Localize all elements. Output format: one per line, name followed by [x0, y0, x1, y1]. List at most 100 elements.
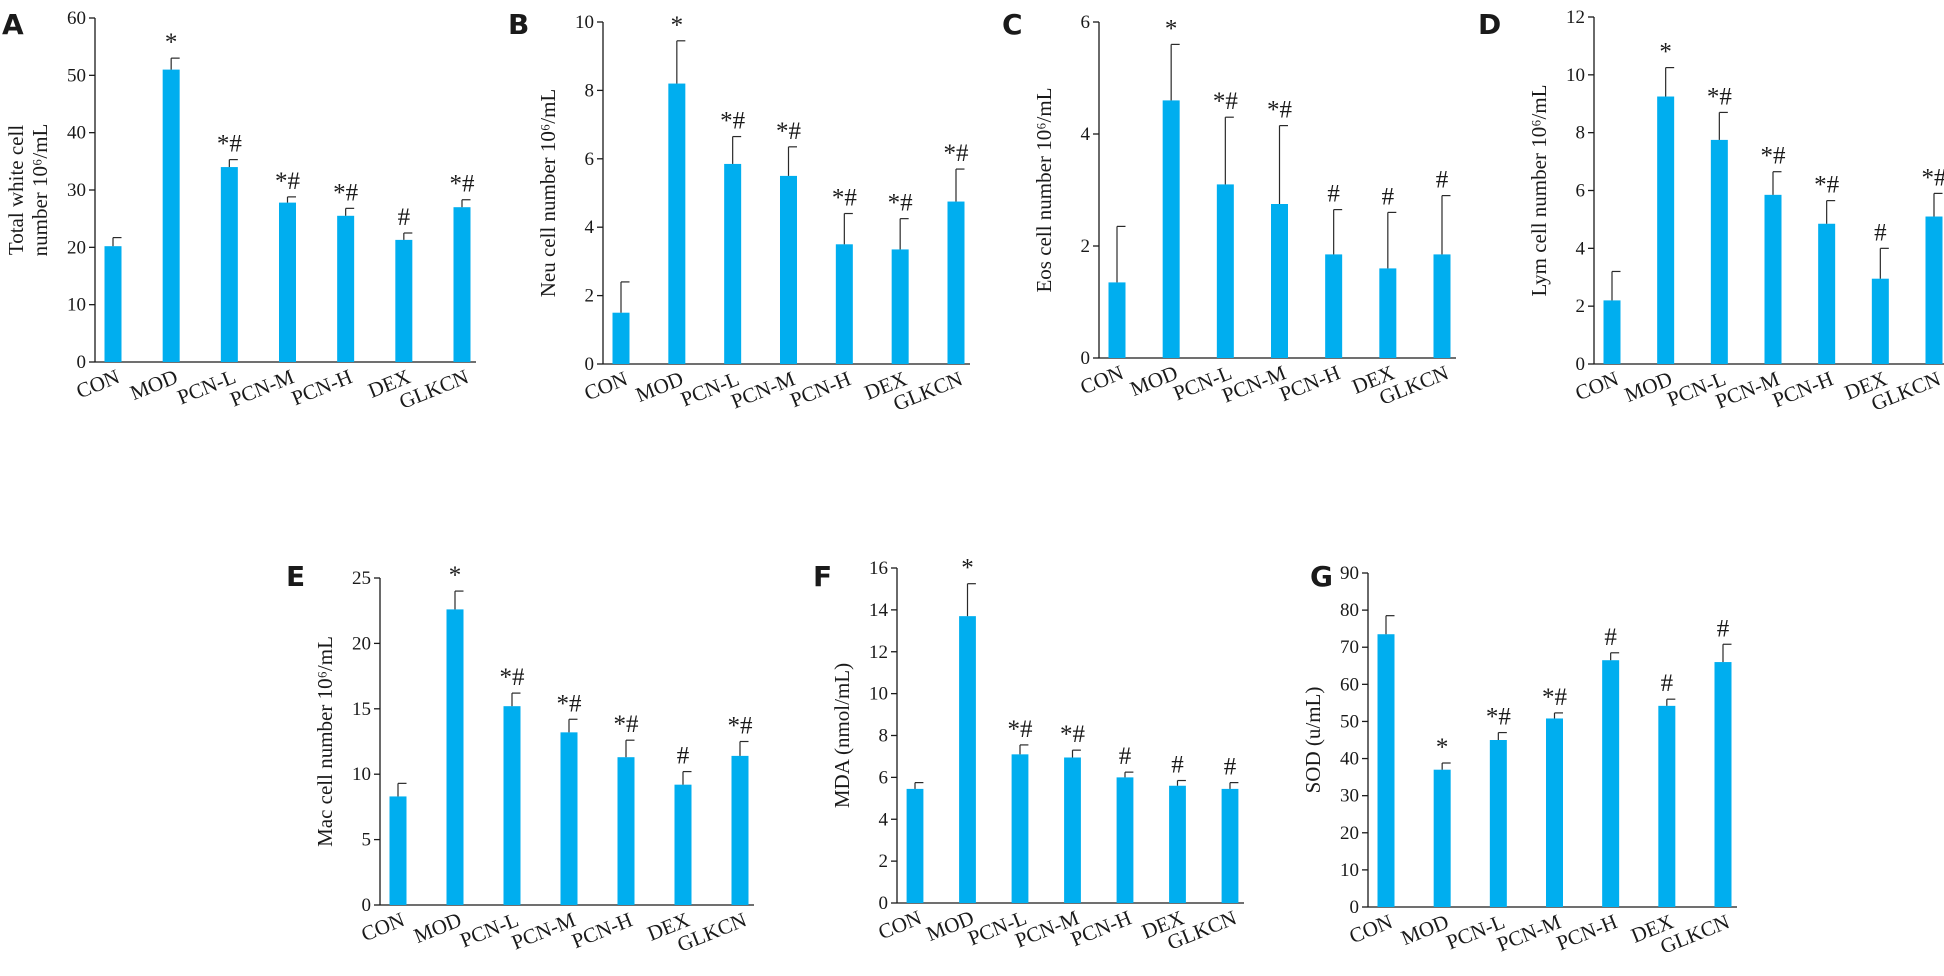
panel-f-significance-label: *#	[1060, 721, 1086, 748]
panel-g-y-tick-label: 0	[1350, 897, 1360, 918]
panel-g-category-label: MOD	[1398, 909, 1452, 950]
panel-g-y-tick-label: 50	[1340, 711, 1359, 732]
panel-a-y-tick-label: 10	[67, 295, 86, 316]
panel-b-significance-label: *#	[943, 140, 969, 167]
panel-b-bar-pcn-m	[779, 175, 797, 364]
panel-f-y-axis-title: MDA (nmol/mL)	[830, 663, 854, 808]
panel-d-bar-dex	[1871, 278, 1889, 364]
panel-g-y-tick-label: 60	[1340, 674, 1359, 695]
panel-a-y-tick-label: 60	[67, 8, 86, 29]
panel-c-bar-pcn-m	[1270, 204, 1288, 358]
panel-a-y-tick-label: 40	[67, 123, 86, 144]
panel-e-bar-con	[389, 796, 407, 905]
panel-g-bar-pcn-m	[1545, 718, 1563, 907]
panel-f-bar-glkcn	[1221, 788, 1239, 903]
panel-d-y-axis-title: Lym cell number 10⁶/mL	[1527, 84, 1551, 296]
panel-d-bar-pcn-l	[1710, 139, 1728, 364]
panel-b-letter: B	[508, 8, 529, 41]
panel-f-significance-label: *	[961, 555, 974, 582]
panel-c-y-tick-label: 4	[1081, 124, 1091, 145]
panel-e-y-tick-label: 25	[352, 568, 371, 589]
panel-f-y-tick-label: 6	[879, 767, 889, 788]
panel-c-y-axis-title: Eos cell number 10⁶/mL	[1032, 87, 1056, 292]
panel-a-bar-pcn-l	[220, 167, 238, 362]
panel-d-significance-label: *#	[1814, 172, 1840, 199]
panel-g-letter: G	[1310, 560, 1333, 593]
panel-b-bar-pcn-l	[724, 163, 742, 364]
panel-d-significance-label: *#	[1921, 164, 1944, 191]
panel-e-category-label: MOD	[410, 907, 464, 948]
panel-a-bar-dex	[395, 239, 413, 362]
panel-e-significance-label: *#	[613, 711, 639, 738]
panel-d-significance-label: *	[1659, 39, 1672, 66]
panel-a-y-tick-label: 50	[67, 65, 86, 86]
panel-d-bar-con	[1603, 300, 1621, 364]
panel-c-bar-mod	[1162, 100, 1180, 359]
panel-e-y-tick-label: 0	[362, 895, 372, 916]
panel-e-bar-dex	[674, 784, 692, 905]
panel-a-y-tick-label: 20	[67, 237, 86, 258]
panel-b-bar-pcn-h	[835, 244, 853, 364]
panel-e-bar-mod	[446, 609, 464, 905]
panel-d-y-tick-label: 4	[1576, 238, 1586, 259]
panel-b-y-axis-title: Neu cell number 10⁶/mL	[536, 89, 560, 298]
panel-d-significance-label: *#	[1707, 83, 1733, 110]
panel-e-significance-label: #	[677, 743, 690, 770]
panel-c-bar-con	[1108, 282, 1126, 358]
panel-b-significance-label: *#	[832, 185, 858, 212]
panel-c-category-label: MOD	[1127, 360, 1181, 401]
panel-a-significance-label: *#	[333, 179, 359, 206]
panel-g-y-tick-label: 20	[1340, 823, 1359, 844]
panel-a-category-label: PCN-H	[288, 364, 355, 410]
panel-c-y-tick-label: 2	[1081, 236, 1091, 257]
panel-g-bar-pcn-l	[1489, 740, 1507, 907]
panel-b-bar-dex	[891, 249, 909, 364]
panel-a-y-axis-title: number 10⁶/mL	[28, 124, 52, 257]
panel-g-y-tick-label: 30	[1340, 786, 1359, 807]
panel-e-y-tick-label: 20	[352, 633, 371, 654]
panel-g-significance-label: *#	[1542, 684, 1568, 711]
panel-d-bar-mod	[1657, 96, 1675, 364]
panel-e-y-tick-label: 15	[352, 699, 371, 720]
panel-a-significance-label: *#	[275, 168, 301, 195]
panel-e-bar-pcn-m	[560, 732, 578, 905]
panel-d-y-tick-label: 10	[1566, 65, 1585, 86]
panel-d-bar-pcn-m	[1764, 194, 1782, 364]
panel-a-category-label: PCN-L	[174, 364, 239, 409]
panel-b-bar-glkcn	[947, 201, 965, 364]
panel-f-bar-mod	[959, 616, 976, 903]
panel-b-y-tick-label: 2	[585, 286, 595, 307]
panel-c-significance-label: #	[1327, 181, 1340, 208]
panel-a: A 0 10 20 30 40 50 60 Total white cell number 10⁶…	[2, 8, 476, 414]
panel-d-y-tick-label: 6	[1576, 181, 1586, 202]
panel-g-y-tick-label: 90	[1340, 563, 1359, 584]
panel-a-category-label: MOD	[127, 364, 181, 405]
panel-c-y-tick-label: 0	[1081, 348, 1091, 369]
panel-a-bar-pcn-m	[278, 202, 296, 362]
panel-b-bar-mod	[668, 83, 686, 364]
panel-a-y-tick-label: 0	[77, 352, 87, 373]
panel-b-bar-con	[612, 312, 630, 364]
panel-g-bar-dex	[1658, 705, 1676, 907]
panel-g-bar-mod	[1433, 769, 1451, 907]
panel-e-y-tick-label: 10	[352, 764, 371, 785]
panel-f-y-tick-label: 16	[869, 558, 888, 579]
panel-d-y-tick-label: 12	[1566, 7, 1585, 28]
panel-a-significance-label: *	[165, 29, 178, 56]
panel-b-y-tick-label: 10	[575, 12, 594, 33]
panel-g-bar-pcn-h	[1602, 660, 1620, 907]
panel-f-y-tick-label: 2	[879, 851, 889, 872]
panel-g-significance-label: *	[1436, 734, 1449, 761]
panel-a-y-axis-title: Total white cell	[4, 125, 28, 255]
panel-f-significance-label: #	[1224, 754, 1237, 781]
panel-g-significance-label: #	[1661, 670, 1674, 697]
panel-e-y-tick-label: 5	[362, 830, 372, 851]
panel-c-bar-pcn-l	[1216, 184, 1234, 358]
panel-g-significance-label: #	[1717, 615, 1730, 642]
panel-d-y-tick-label: 8	[1576, 123, 1586, 144]
panel-c-significance-label: *#	[1267, 97, 1293, 124]
